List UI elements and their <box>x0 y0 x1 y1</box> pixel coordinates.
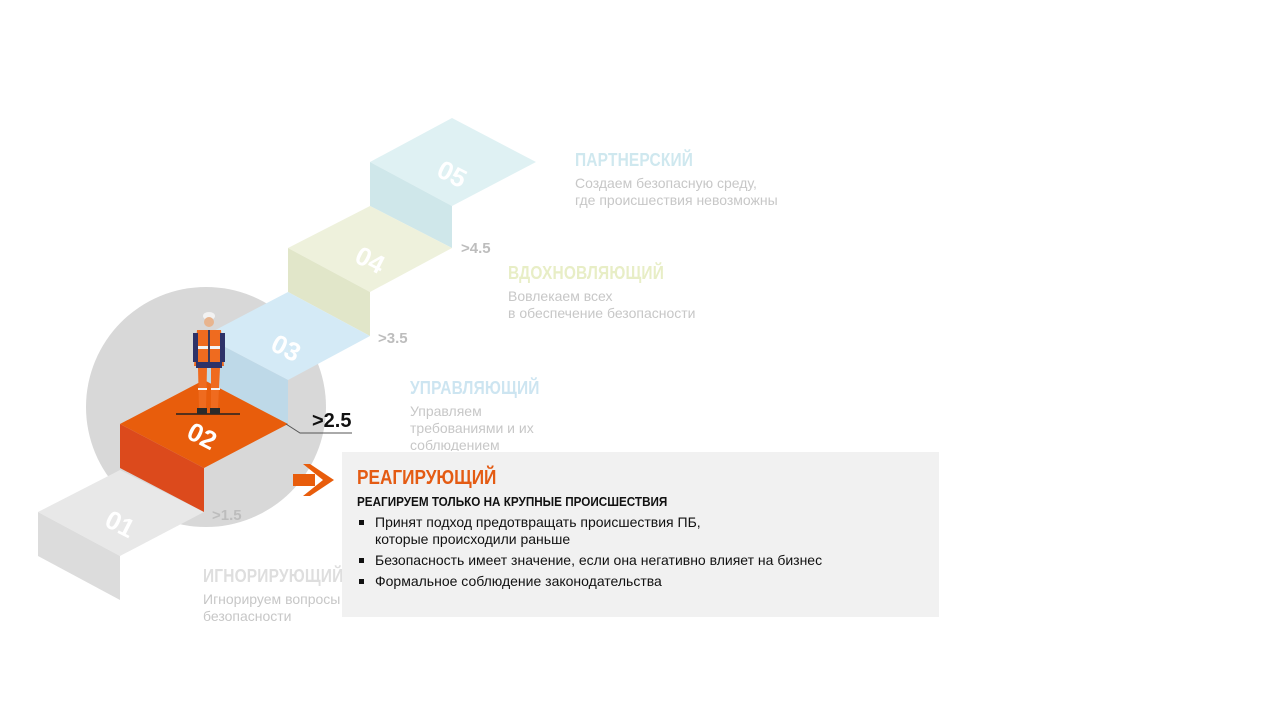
threshold-1-5: >1.5 <box>212 507 242 524</box>
bullet-item: Формальное соблюдение законодательства <box>357 573 927 590</box>
current-level-card: РЕАГИРУЮЩИЙ РЕАГИРУЕМ ТОЛЬКО НА КРУПНЫЕ … <box>342 452 939 617</box>
step-05: 05 <box>370 118 536 248</box>
arrow-right-icon <box>293 464 334 496</box>
bullet-item: Безопасность имеет значение, если она не… <box>357 552 927 569</box>
threshold-4-5: >4.5 <box>461 240 491 257</box>
level-04-title: ВДОХНОВЛЯЮЩИЙ <box>508 263 665 283</box>
level-05-title: ПАРТНЕРСКИЙ <box>575 150 694 170</box>
level-04-description: Вовлекаем всех в обеспечение безопасност… <box>508 288 696 321</box>
current-level-subtitle: РЕАГИРУЕМ ТОЛЬКО НА КРУПНЫЕ ПРОИСШЕСТВИЯ <box>357 494 668 509</box>
level-01-description: Игнорируем вопросы безопасности <box>203 591 341 624</box>
threshold-leader-line <box>285 423 352 434</box>
threshold-2-5: >2.5 <box>312 410 352 432</box>
step-01: 01 <box>38 470 204 600</box>
bullet-item: Принят подход предотвращать происшествия… <box>357 514 927 548</box>
level-03-title: УПРАВЛЯЮЩИЙ <box>410 378 540 398</box>
level-03-description: Управляем требованиями и их соблюдением <box>410 403 534 451</box>
current-level-bullets: Принят подход предотвращать происшествия… <box>357 514 927 594</box>
step-04: 04 <box>288 206 452 336</box>
threshold-3-5: >3.5 <box>378 330 408 347</box>
step-02: 02 <box>120 380 288 512</box>
current-level-title: РЕАГИРУЮЩИЙ <box>357 467 497 489</box>
level-05-description: Создаем безопасную среду, где происшеств… <box>575 175 778 208</box>
worker-icon <box>176 312 240 415</box>
level-01-title: ИГНОРИРУЮЩИЙ <box>203 566 344 586</box>
